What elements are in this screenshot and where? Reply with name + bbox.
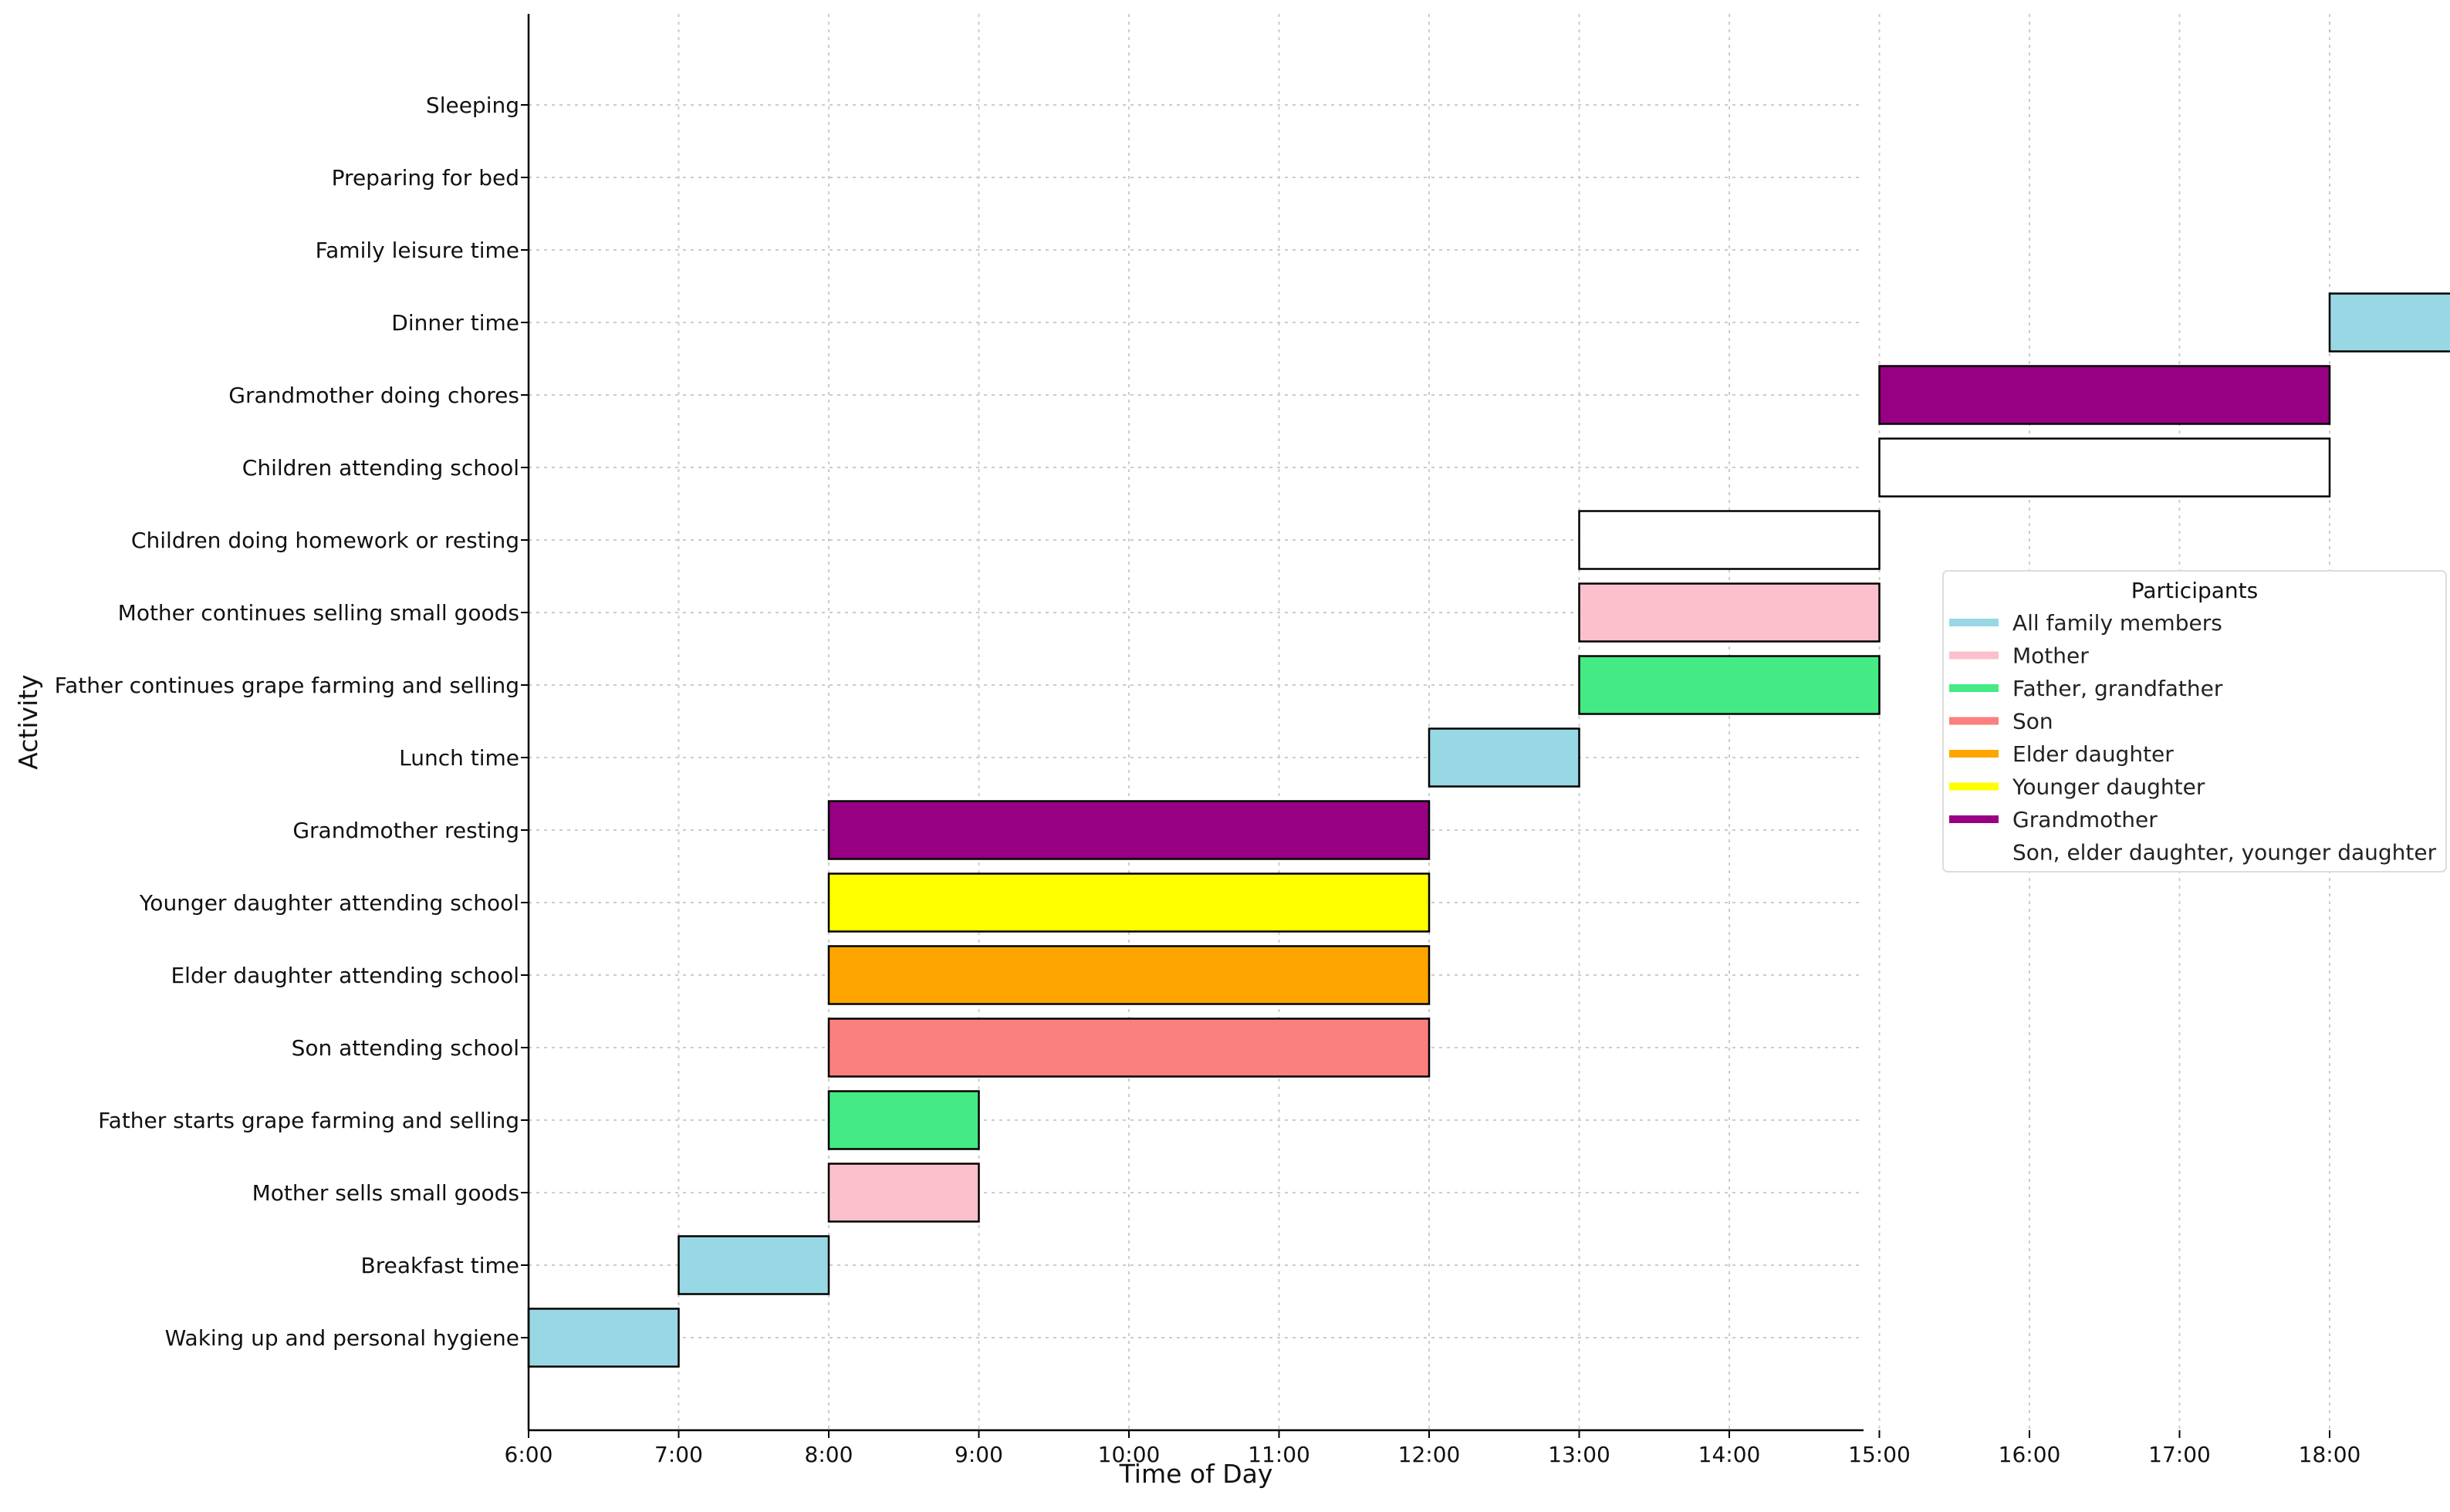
activity-bar (1878, 365, 2331, 425)
legend-label: Younger daughter (2012, 775, 2205, 800)
activity-bar (827, 872, 1431, 933)
activity-label: Father continues grape farming and selli… (55, 673, 519, 698)
x-tick-label: 8:00 (805, 1442, 853, 1467)
legend-label: Mother (2012, 643, 2089, 669)
legend-label: All family members (2012, 610, 2222, 636)
activity-bar (827, 1163, 980, 1223)
x-tick-label: 9:00 (955, 1442, 1003, 1467)
legend-title: Participants (2131, 578, 2258, 603)
legend-label: Grandmother (2012, 807, 2158, 832)
activity-label: Elder daughter attending school (171, 963, 519, 988)
x-tick-label: 12:00 (1398, 1442, 1461, 1467)
activity-label: Mother continues selling small goods (118, 600, 519, 626)
x-tick-label: 6:00 (505, 1442, 553, 1467)
x-tick-label: 18:00 (2299, 1442, 2361, 1467)
x-tick-label: 16:00 (1999, 1442, 2061, 1467)
legend-frame (1942, 570, 2447, 872)
axes: 6:00 7:00 8:00 9:00 10:00 11:00 12:00 13:00 14:0… (55, 14, 2450, 1467)
activity-label: Dinner time (391, 310, 519, 336)
legend-label: Son, elder daughter, younger daughter (2012, 840, 2437, 866)
activity-bar (2328, 292, 2450, 353)
activity-label: Mother sells small goods (252, 1180, 519, 1206)
x-tick-label: 15:00 (1848, 1442, 1911, 1467)
x-tick-label: 14:00 (1698, 1442, 1761, 1467)
activity-label: Grandmother doing chores (228, 383, 519, 408)
activity-label: Breakfast time (361, 1253, 519, 1278)
x-tick-label: 7:00 (654, 1442, 703, 1467)
activity-bar (827, 945, 1431, 1005)
activity-label: Grandmother resting (292, 818, 519, 843)
activity-label: Children doing homework or resting (131, 528, 519, 553)
activity-bar (1578, 510, 1881, 570)
activity-bar (1878, 437, 2331, 498)
legend-label: Son (2012, 709, 2053, 734)
x-tick-label: 19:00 (2448, 1442, 2450, 1467)
activity-label: Sleeping (426, 93, 519, 118)
x-tick-label: 11:00 (1248, 1442, 1310, 1467)
activity-label: Father starts grape farming and selling (98, 1108, 519, 1133)
activity-bar (1428, 727, 1580, 788)
activity-label: Younger daughter attending school (139, 890, 519, 916)
x-tick-label: 10:00 (1098, 1442, 1161, 1467)
legend-label: Elder daughter (2012, 741, 2174, 767)
x-tick-label: 13:00 (1548, 1442, 1610, 1467)
x-axis-title: Time of Day (1119, 1459, 1273, 1489)
activity-label: Lunch time (399, 745, 519, 771)
activity-label: Children attending school (242, 455, 519, 481)
x-tick-label: 17:00 (2148, 1442, 2211, 1467)
activity-bar (827, 1018, 1431, 1078)
activity-label: Son attending school (292, 1035, 519, 1061)
activity-bar (827, 1090, 980, 1150)
activity-bar (1578, 582, 1881, 643)
legend-label: Father, grandfather (2012, 676, 2223, 701)
y-axis-title: Activity (13, 674, 43, 769)
activity-label: Family leisure time (316, 238, 519, 263)
activity-label: Waking up and personal hygiene (165, 1325, 519, 1351)
activity-bar (1578, 655, 1881, 715)
legend: Participants All family members Mother Fath… (1942, 570, 2447, 872)
activity-bar (678, 1235, 830, 1295)
activity-bar (827, 800, 1431, 860)
activity-label: Preparing for bed (332, 165, 519, 191)
bars (527, 292, 2450, 1368)
activity-bar (527, 1308, 680, 1368)
